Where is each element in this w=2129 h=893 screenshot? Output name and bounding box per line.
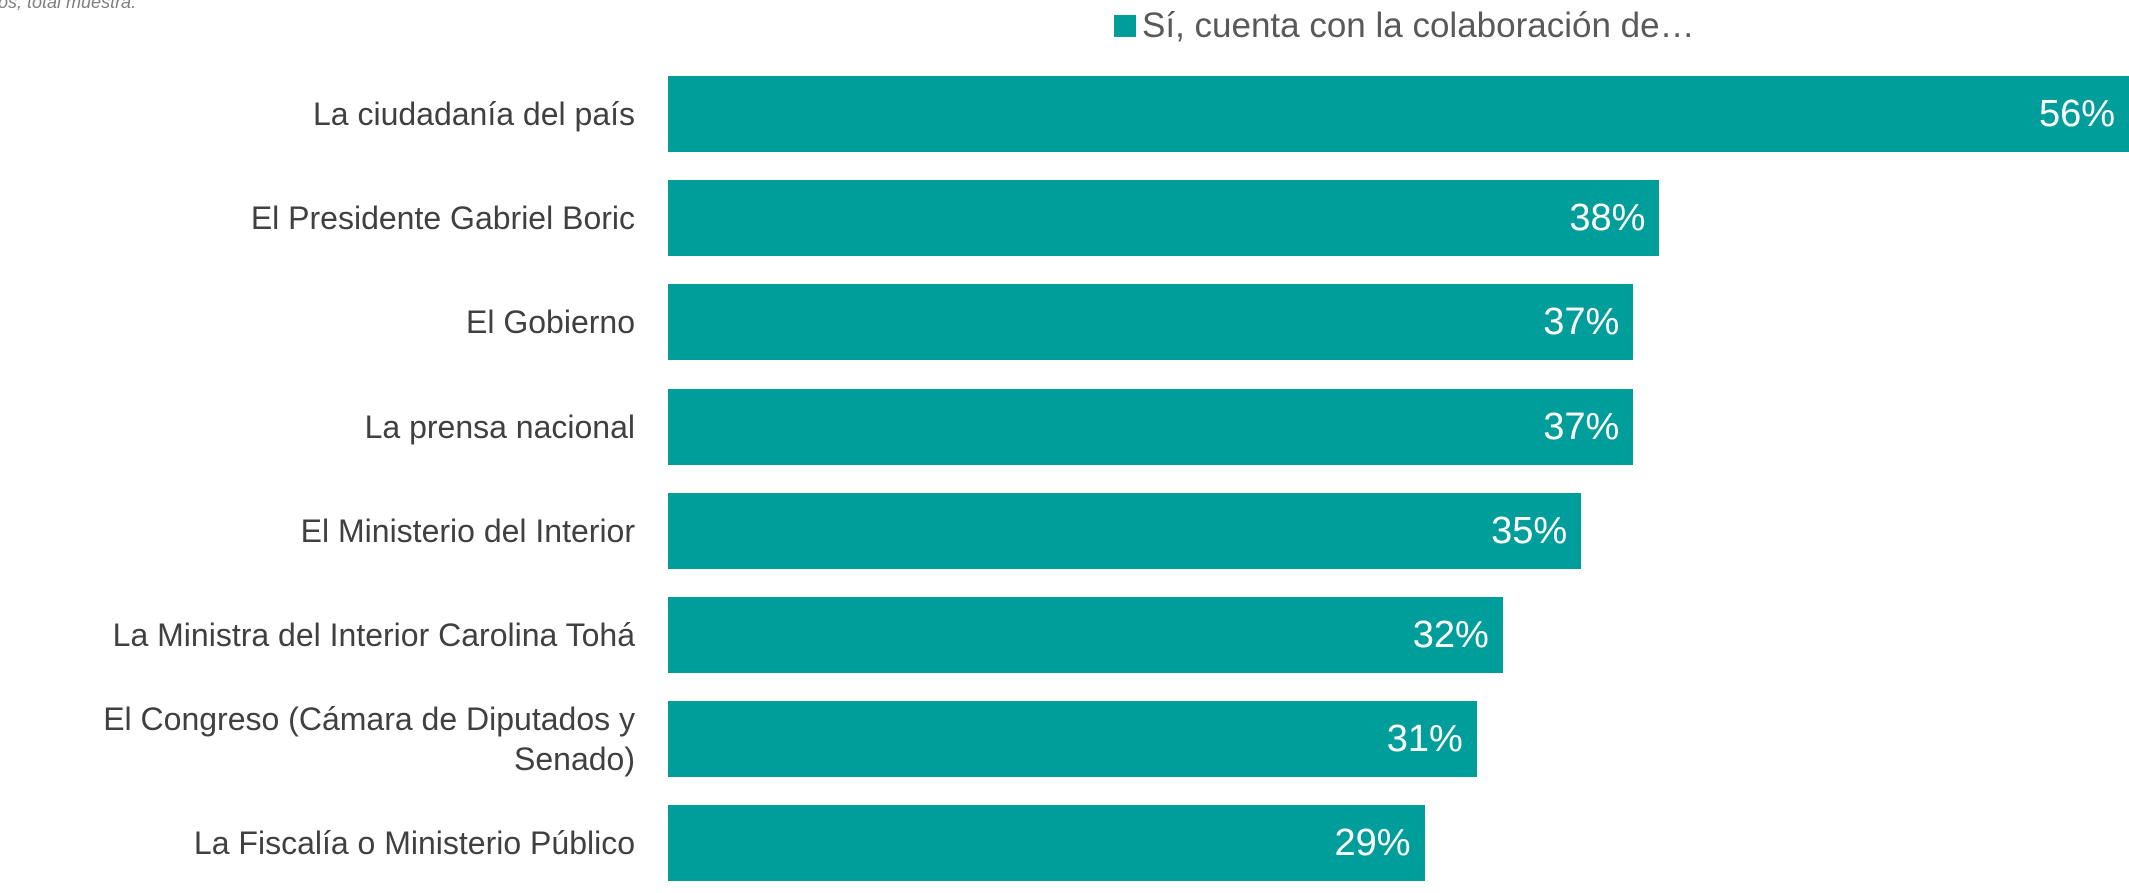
- bar: [668, 805, 1425, 882]
- bar: [668, 492, 1582, 569]
- note: casos, total muestra.: [0, 0, 137, 12]
- bar: [668, 76, 2129, 152]
- category-label: El Gobierno: [466, 304, 635, 341]
- value-label: 37%: [1543, 301, 1620, 344]
- value-label: 32%: [1412, 614, 1489, 656]
- category-label: El Congreso (Cámara de Diputados y Senad…: [103, 701, 635, 778]
- category-label: El Presidente Gabriel Boric: [250, 200, 635, 237]
- value-label: 37%: [1543, 405, 1620, 448]
- value-label: 35%: [1491, 509, 1568, 552]
- legend-swatch: [1114, 15, 1136, 37]
- legend: Sí, cuenta con la colaboración de…: [1114, 6, 1695, 46]
- category-label: La Fiscalía o Ministerio Público: [193, 825, 635, 862]
- value-label: 56%: [2038, 93, 2115, 135]
- category-label: El Ministerio del Interior: [300, 512, 635, 549]
- bar: [668, 388, 1634, 465]
- value-label: 31%: [1386, 718, 1463, 761]
- category-label: La ciudadanía del país: [312, 96, 635, 132]
- bar: [668, 701, 1477, 778]
- value-label: 29%: [1334, 822, 1411, 865]
- bar: [668, 597, 1503, 673]
- category-label: La prensa nacional: [364, 408, 635, 445]
- value-label: 38%: [1569, 197, 1646, 240]
- legend-label: Sí, cuenta con la colaboración de…: [1142, 6, 1695, 45]
- bar: [668, 284, 1634, 361]
- bar: [668, 180, 1660, 257]
- category-label: La Ministra del Interior Carolina Tohá: [112, 617, 635, 653]
